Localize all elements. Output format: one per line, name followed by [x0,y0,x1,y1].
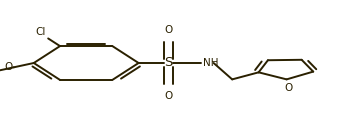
Text: O: O [164,25,172,35]
Text: Cl: Cl [35,27,46,37]
Text: O: O [284,83,292,92]
Text: O: O [4,62,12,72]
Text: S: S [164,56,172,70]
Text: NH: NH [203,58,218,68]
Text: O: O [164,91,172,101]
